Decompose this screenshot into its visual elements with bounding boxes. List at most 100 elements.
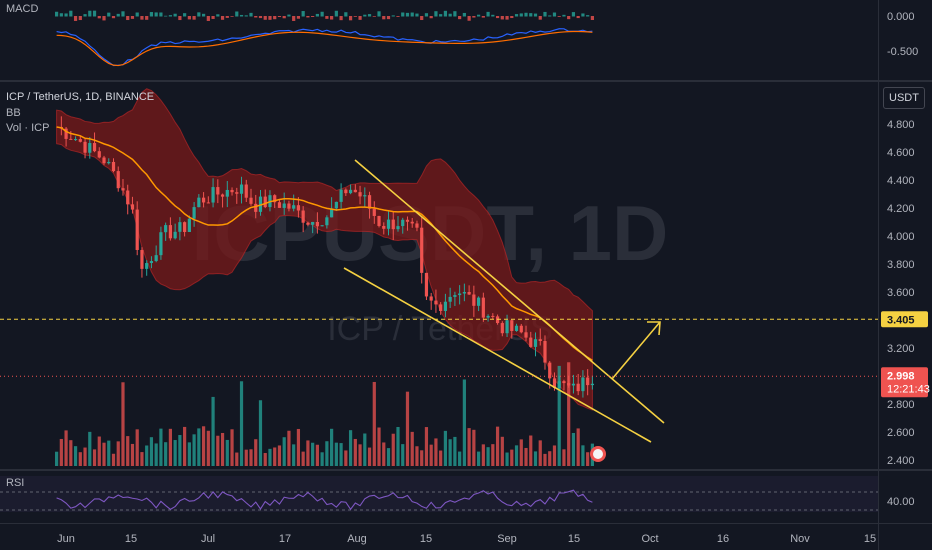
macd-histogram-bar bbox=[225, 16, 229, 18]
macd-histogram-bar bbox=[249, 12, 253, 17]
bb-legend[interactable]: BB bbox=[6, 107, 21, 119]
macd-histogram-bar bbox=[576, 16, 580, 19]
volume-bar bbox=[420, 450, 424, 466]
macd-histogram-bar bbox=[439, 14, 443, 17]
volume-bar bbox=[159, 428, 163, 466]
candle-body bbox=[140, 249, 144, 269]
macd-histogram-bar bbox=[557, 16, 561, 17]
macd-histogram-bar bbox=[183, 13, 187, 17]
candle-body bbox=[415, 223, 419, 228]
candle-body bbox=[348, 189, 353, 194]
time-axis-label: Sep bbox=[497, 533, 517, 545]
macd-histogram-bar bbox=[510, 16, 514, 19]
candle-body bbox=[254, 203, 258, 212]
volume-bar bbox=[301, 451, 305, 466]
volume-bar bbox=[382, 442, 386, 466]
volume-bar bbox=[55, 451, 59, 466]
volume-legend[interactable]: Vol · ICP bbox=[6, 122, 50, 134]
candle-body bbox=[121, 188, 125, 191]
macd-histogram-bar bbox=[363, 14, 367, 17]
volume-bar bbox=[334, 442, 338, 466]
candle-body bbox=[83, 141, 87, 153]
currency-button[interactable]: USDT bbox=[883, 87, 925, 109]
candle-body bbox=[557, 381, 561, 388]
time-axis-label: 15 bbox=[125, 533, 137, 545]
candle-body bbox=[529, 337, 533, 347]
volume-bar bbox=[552, 445, 557, 466]
macd-axis-label: 0.000 bbox=[887, 11, 915, 23]
macd-histogram-bar bbox=[543, 11, 547, 17]
candle-body bbox=[244, 184, 248, 198]
volume-bar bbox=[358, 444, 362, 466]
volume-bar bbox=[92, 449, 97, 466]
volume-bar bbox=[415, 446, 419, 466]
price-axis-label: 4.600 bbox=[887, 147, 915, 159]
volume-bar bbox=[216, 435, 220, 466]
volume-bar bbox=[448, 439, 452, 466]
candle-body bbox=[249, 197, 253, 204]
candle-body bbox=[78, 139, 82, 142]
candle-body bbox=[263, 196, 267, 208]
candle-body bbox=[311, 221, 315, 225]
price-axis-label: 3.600 bbox=[887, 287, 915, 299]
volume-bar bbox=[140, 452, 144, 466]
candle-body bbox=[377, 215, 381, 226]
time-axis-label: Jul bbox=[201, 533, 215, 545]
macd-histogram-bar bbox=[239, 14, 244, 17]
volume-bar bbox=[183, 426, 187, 466]
volume-bar bbox=[557, 365, 561, 466]
macd-histogram-bar bbox=[410, 12, 414, 17]
volume-bar bbox=[78, 452, 82, 466]
candle-body bbox=[197, 197, 201, 208]
macd-histogram-bar bbox=[292, 16, 296, 21]
candle-body bbox=[590, 383, 594, 386]
volume-bar bbox=[548, 451, 552, 466]
macd-histogram-bar bbox=[571, 12, 576, 17]
volume-bar bbox=[121, 382, 125, 466]
candle-body bbox=[405, 219, 410, 222]
macd-histogram-bar bbox=[420, 16, 424, 21]
volume-bar bbox=[405, 391, 410, 466]
macd-histogram-bar bbox=[429, 16, 433, 19]
volume-bar bbox=[296, 428, 301, 466]
volume-bar bbox=[339, 443, 343, 466]
volume-bar bbox=[453, 436, 457, 466]
time-axis-label: 15 bbox=[864, 533, 876, 545]
volume-bar bbox=[581, 445, 585, 466]
volume-bar bbox=[211, 396, 215, 466]
volume-bar bbox=[363, 433, 367, 466]
time-axis-label: 15 bbox=[420, 533, 432, 545]
macd-histogram-bar bbox=[348, 16, 353, 21]
symbol-title[interactable]: ICP / TetherUS, 1D, BINANCE bbox=[6, 91, 155, 103]
volume-bar bbox=[353, 438, 357, 466]
macd-histogram-bar bbox=[301, 11, 305, 17]
candle-body bbox=[424, 272, 429, 297]
macd-histogram-bar bbox=[130, 16, 135, 19]
rsi-line bbox=[56, 489, 593, 511]
candle-body bbox=[401, 219, 405, 227]
macd-histogram-bar bbox=[458, 16, 462, 20]
macd-histogram-bar bbox=[55, 11, 59, 17]
volume-bar bbox=[458, 451, 462, 466]
candle-body bbox=[130, 204, 135, 210]
candle-body bbox=[301, 210, 305, 223]
macd-histogram-bar bbox=[514, 14, 519, 17]
macd-histogram-bar bbox=[296, 16, 301, 19]
volume-bar bbox=[88, 431, 92, 466]
macd-histogram-bar bbox=[145, 16, 149, 20]
volume-bar bbox=[396, 426, 400, 466]
candle-body bbox=[69, 138, 73, 140]
macd-histogram-bar bbox=[415, 13, 419, 17]
macd-histogram-bar bbox=[467, 16, 471, 21]
candle-body bbox=[192, 207, 196, 219]
candle-body bbox=[187, 218, 191, 232]
volume-bar bbox=[562, 449, 566, 466]
volume-bar bbox=[576, 428, 580, 466]
breakout-arrow-head bbox=[647, 321, 661, 336]
macd-histogram-bar bbox=[424, 13, 429, 17]
candle-body bbox=[391, 219, 395, 230]
macd-histogram-bar bbox=[358, 16, 362, 20]
macd-histogram-bar bbox=[306, 16, 310, 18]
macd-histogram-bar bbox=[315, 13, 319, 17]
